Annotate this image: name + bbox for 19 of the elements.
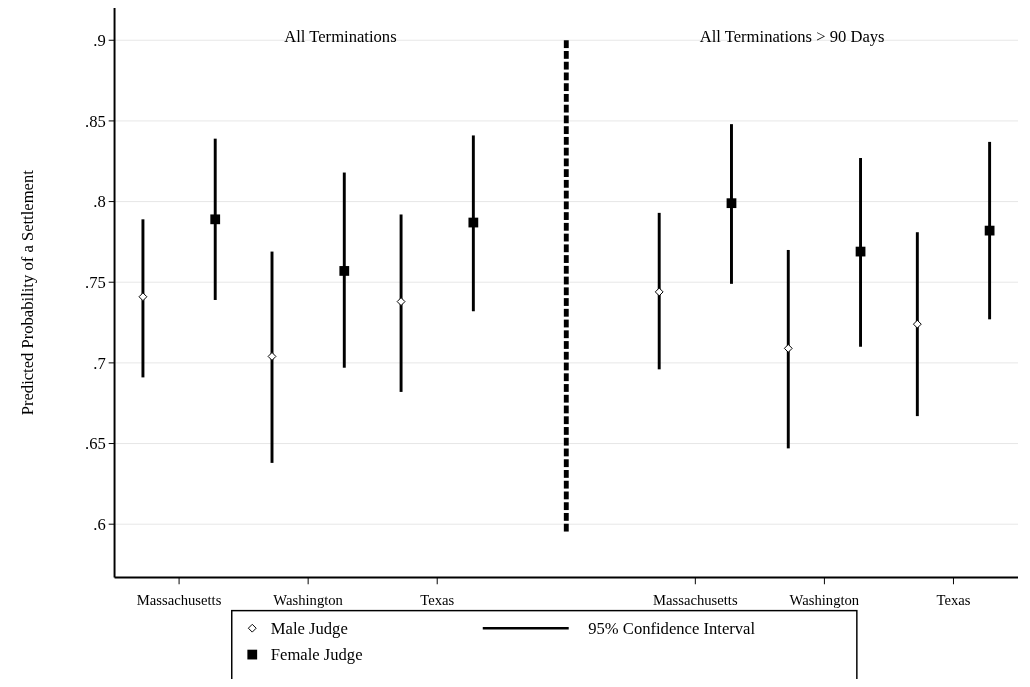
x-tick-label: Texas <box>420 591 455 608</box>
x-tick-label: Washington <box>789 591 860 608</box>
y-tick-label: .7 <box>93 353 106 373</box>
y-tick-label: .75 <box>85 273 106 293</box>
y-tick-label: .65 <box>85 434 106 454</box>
x-tick-label: Massachusetts <box>653 591 738 608</box>
y-tick-label: .9 <box>93 31 106 51</box>
x-tick-label: Texas <box>936 591 971 608</box>
legend-label: Male Judge <box>270 619 348 639</box>
annotation: All Terminations <box>284 27 397 47</box>
y-tick-label: .85 <box>85 111 106 131</box>
text: 95% Confidence Interval <box>588 619 756 639</box>
legend-label: Female Judge <box>270 645 363 665</box>
y-axis-title: Predicted Probability of a Settlement <box>18 169 38 416</box>
x-tick-label: Washington <box>273 591 344 608</box>
x-tick-label: Massachusetts <box>136 591 222 608</box>
y-tick-label: .6 <box>93 515 106 534</box>
annotation: All Terminations > 90 Days <box>699 27 885 47</box>
y-tick-label: .8 <box>93 192 106 212</box>
